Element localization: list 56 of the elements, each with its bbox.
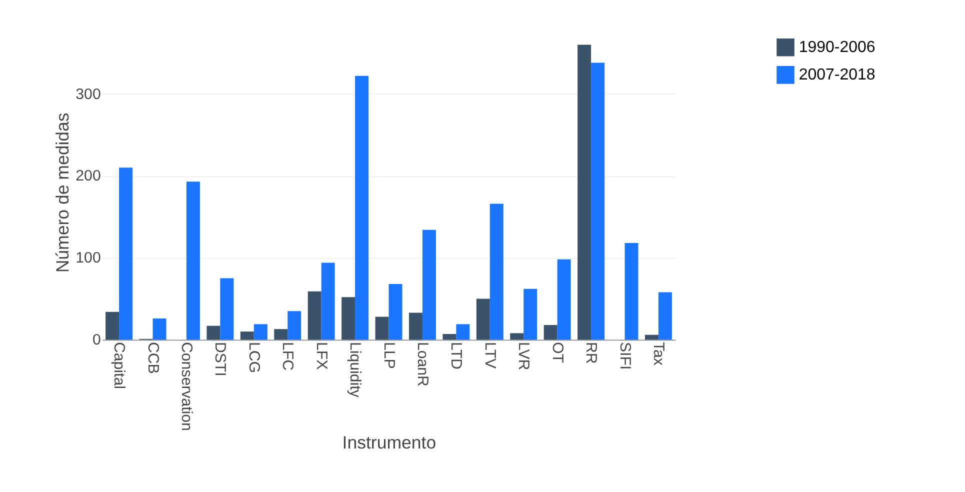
x-tick-label: Conservation	[178, 342, 196, 431]
bar	[186, 182, 200, 340]
y-tick-label: 300	[76, 86, 101, 103]
bar	[624, 243, 638, 340]
bar	[544, 324, 558, 340]
bar	[274, 329, 288, 340]
bar	[408, 312, 422, 340]
bar	[490, 204, 504, 340]
x-tick-label: Capital	[110, 342, 128, 389]
x-tick-label: LCG	[245, 342, 262, 374]
bar	[119, 168, 133, 340]
x-tick-label: Liquidity	[346, 342, 364, 398]
bar	[644, 334, 658, 340]
y-tick-label: 0	[92, 332, 101, 349]
x-tick-label: LLP	[380, 342, 398, 369]
x-tick-label: DSTI	[212, 342, 229, 376]
bar	[206, 326, 220, 340]
bar	[658, 292, 672, 340]
x-tick-label: RR	[582, 342, 600, 364]
y-axis-title: Número de medidas	[52, 112, 73, 273]
bar	[240, 332, 254, 340]
x-tick-label: SIFI	[616, 342, 634, 370]
bar	[321, 262, 335, 340]
bar	[152, 318, 166, 340]
x-tick-label: OT	[548, 342, 566, 363]
x-tick-label: CCB	[144, 342, 162, 374]
bar	[557, 259, 571, 340]
bar	[510, 333, 524, 340]
y-tick-label: 100	[76, 250, 101, 267]
x-tick-label: LVR	[515, 342, 532, 370]
x-tick-label: LTV	[481, 342, 498, 369]
bar	[220, 278, 234, 340]
bar	[375, 316, 389, 340]
bar	[288, 311, 302, 340]
bar	[442, 334, 456, 340]
bar	[578, 44, 592, 340]
bar	[476, 298, 490, 340]
bar	[106, 312, 120, 340]
x-tick-label: LFC	[279, 342, 296, 371]
legend-label: 2007-2018	[798, 66, 876, 84]
x-tick-label: LoanR	[414, 342, 432, 387]
bar	[422, 230, 436, 340]
x-axis-title: Instrumento	[342, 432, 436, 453]
bar	[342, 297, 356, 340]
bar	[591, 62, 605, 340]
x-tick-label: LFX	[312, 342, 330, 370]
bar	[355, 76, 369, 340]
x-tick-label: LTD	[448, 342, 465, 370]
bar	[388, 284, 402, 340]
bar	[308, 291, 322, 340]
x-tick-label: Tax	[650, 342, 668, 366]
y-tick-label: 200	[76, 168, 101, 185]
bar	[254, 324, 268, 340]
legend-label: 1990-2006	[798, 38, 876, 56]
bar	[524, 288, 538, 340]
bar	[456, 324, 470, 340]
